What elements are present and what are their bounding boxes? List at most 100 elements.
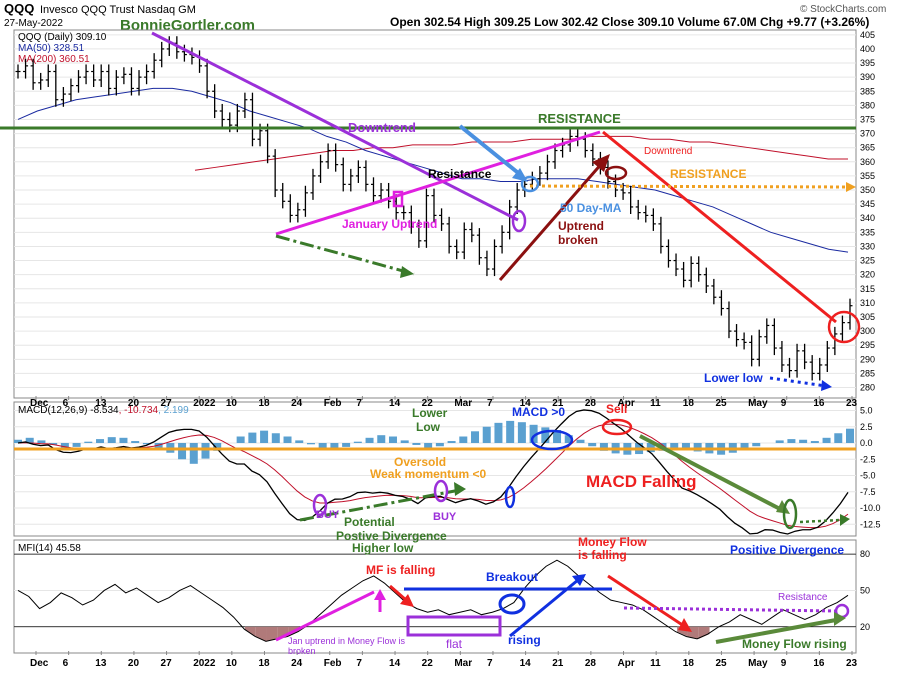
mfi-oversold-fill: [698, 626, 710, 639]
mfi-annot-flat: flat: [446, 637, 463, 651]
mfi-blue-rising-arrowhead: [572, 574, 586, 586]
x-tick-label: 28: [585, 398, 597, 409]
price-y-tick-label: 360: [860, 157, 875, 167]
x-tick-label: 24: [291, 658, 303, 669]
price-legend-ma200: MA(200) 360.51: [18, 54, 90, 65]
macd-hist-bar: [834, 433, 843, 443]
macd-annot-positive-divergence: Postive Divergence: [336, 529, 447, 543]
mfi-panel: [13, 539, 857, 654]
macd-hist-bar: [400, 440, 409, 443]
macd-hist-bar: [60, 443, 69, 449]
macd-hist-bar: [553, 430, 562, 443]
blue-dotted-arrowhead: [821, 380, 832, 391]
x-tick-label: 7: [356, 398, 362, 409]
price-y-tick-label: 375: [860, 114, 875, 124]
macd-annot-oversold: Oversold: [394, 455, 446, 469]
x-tick-label: 20: [128, 398, 140, 409]
dark-red-oval: [604, 165, 628, 181]
macd-annot-buy1: BUY: [316, 509, 340, 521]
macd-hist-bar: [740, 443, 749, 450]
ohlc-readout: Open 302.54 High 309.25 Low 302.42 Close…: [390, 15, 869, 29]
x-tick-label: 2022: [193, 398, 216, 409]
price-y-tick-label: 345: [860, 199, 875, 209]
macd-hist-bar: [365, 437, 374, 443]
ma50-series: [17, 87, 849, 253]
magenta-box: [392, 190, 404, 208]
macd-annot-buy2: BUY: [433, 511, 457, 523]
x-tick-label: 13: [95, 658, 107, 669]
price-y-tick-label: 335: [860, 227, 875, 237]
macd-hist-bar: [670, 443, 679, 450]
macd-y-tick-label: 2.5: [860, 422, 873, 432]
x-tick-label: Feb: [324, 658, 342, 669]
macd-hist-bar: [517, 422, 526, 443]
macd-hist-bar: [693, 443, 702, 452]
mfi-magenta-arrowhead: [374, 589, 386, 600]
macd-hist-bar: [37, 440, 46, 443]
macd-green-oval: [782, 498, 798, 530]
x-tick-label: 27: [161, 398, 173, 409]
annot-downtrend-red: Downtrend: [644, 146, 692, 157]
price-y-tick-label: 320: [860, 270, 875, 280]
macd-hist-bar: [154, 443, 163, 449]
price-bars: [15, 36, 853, 381]
macd-annot-low: Low: [416, 420, 441, 434]
purple-oval: [511, 209, 527, 233]
y-axes: 280 285 290 295 300 305 310 315 320 325 330 335 340 3…: [860, 30, 881, 632]
macd-hist-bar: [435, 443, 444, 447]
macd-blue-oval-small: [504, 485, 516, 509]
macd-hist-bar: [49, 443, 58, 445]
x-tick-label: May: [748, 658, 768, 669]
macd-y-tick-label: -7.5: [860, 487, 876, 497]
price-y-tick-label: 365: [860, 143, 875, 153]
x-tick-label: 25: [715, 398, 727, 409]
x-tick-label: Apr: [618, 398, 635, 409]
macd-hist-bar: [107, 437, 116, 443]
mfi-red-arrow-2: [607, 574, 685, 628]
x-tick-label: 21: [552, 658, 564, 669]
x-tick-label: 11: [650, 398, 661, 409]
x-tick-label: Dec: [30, 398, 49, 409]
macd-positive-divergence-line: [299, 488, 461, 522]
x-tick-label: Dec: [30, 658, 49, 669]
macd-hist-bar: [283, 436, 292, 443]
macd-y-tick-label: -10.0: [860, 503, 881, 513]
macd-sell-oval: [601, 418, 633, 436]
dark-red-arrowhead: [592, 154, 610, 172]
macd-y-tick-label: 5.0: [860, 406, 873, 416]
annot-resistance: Resistance: [428, 167, 492, 181]
macd-hist-bar: [471, 431, 480, 443]
x-tick-label: 22: [422, 658, 434, 669]
blue-arrow: [458, 124, 524, 178]
x-tick-label: 14: [389, 398, 401, 409]
macd-hist-bar: [787, 439, 796, 443]
macd-legend: MACD(12,26,9) -8.534, -10.734, 2.199: [18, 405, 189, 416]
macd-legend-hist: , 2.199: [158, 405, 189, 416]
price-y-tick-label: 350: [860, 185, 875, 195]
mfi-oversold-fill: [244, 626, 256, 637]
annot-broken: broken: [558, 233, 598, 247]
macd-y-tick-label: -5.0: [860, 471, 876, 481]
x-tick-label: 23: [846, 398, 858, 409]
red-downtrend-line: [602, 130, 837, 324]
price-y-tick-label: 340: [860, 213, 875, 223]
mfi-annot-jan-uptrend: Jan uptrend in Money Flow is: [288, 636, 406, 646]
macd-hist-bar: [799, 439, 808, 443]
price-y-tick-label: 325: [860, 256, 875, 266]
macd-hist-bar: [459, 436, 468, 443]
ma200-series: [194, 135, 848, 171]
price-legend-ma50: MA(50) 328.51: [18, 43, 85, 54]
annot-resistance-orange: RESISTANCE: [670, 167, 746, 181]
macd-hist-bar: [494, 422, 503, 443]
x-tick-label: 7: [487, 658, 493, 669]
macd-signal-series: [17, 423, 849, 529]
x-tick-label: 11: [650, 658, 661, 669]
mfi-y-tick-label: 20: [860, 622, 870, 632]
x-tick-label: 18: [258, 398, 270, 409]
macd-hist-bar: [353, 441, 362, 443]
x-tick-label: May: [748, 398, 768, 409]
macd-hist-bar: [775, 440, 784, 443]
macd-hist-bar: [201, 443, 210, 459]
mfi-annot-money-flow-rising: Money Flow rising: [742, 637, 847, 651]
stockcharts-credit: © StockCharts.com: [800, 4, 886, 15]
